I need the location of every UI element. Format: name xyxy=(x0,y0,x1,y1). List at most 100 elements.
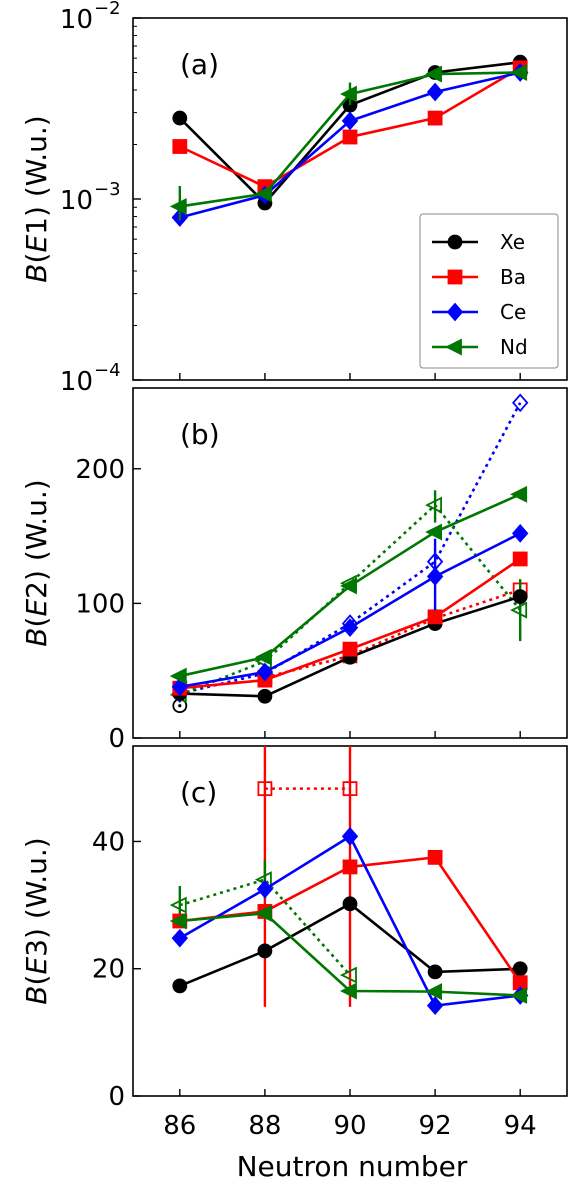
data-point xyxy=(426,996,444,1016)
y-tick-label: 100 xyxy=(75,589,125,619)
series-line xyxy=(179,503,522,697)
data-point xyxy=(426,82,444,102)
series-c007700-dotted xyxy=(169,490,528,704)
data-point xyxy=(339,982,357,1000)
x-tick-label: 90 xyxy=(333,1111,366,1141)
y-tick-label: 40 xyxy=(92,827,125,857)
y-axis-title-part: E xyxy=(20,957,53,975)
panel-label: (c) xyxy=(180,776,217,809)
data-point xyxy=(257,943,273,959)
y-tick-exponent: −4 xyxy=(94,360,121,381)
data-point xyxy=(342,781,358,797)
data-point xyxy=(425,496,442,514)
y-tick-exponent: −3 xyxy=(94,179,121,200)
data-point xyxy=(510,601,528,619)
y-axis-title-part: 2 xyxy=(20,581,53,599)
data-point xyxy=(342,859,358,875)
series-ba xyxy=(172,60,528,195)
legend-marker xyxy=(444,338,462,356)
x-axis-title: Neutron number xyxy=(237,1150,468,1183)
legend-marker xyxy=(446,302,464,322)
data-point xyxy=(512,524,529,543)
y-tick-label: 200 xyxy=(75,455,125,485)
series-line xyxy=(179,402,522,695)
y-axis-title-part: 1 xyxy=(20,217,53,235)
x-tick-label: 92 xyxy=(419,1111,452,1141)
panel-label: (b) xyxy=(180,418,220,451)
series-group xyxy=(169,393,529,714)
panel-b: 0 100 200 B(E2) (W.u.) (b) xyxy=(20,387,568,754)
data-point xyxy=(425,65,442,83)
data-point xyxy=(256,879,274,899)
data-point xyxy=(512,589,528,605)
x-tick-label: 94 xyxy=(504,1111,537,1141)
y-axis-title-part: ) (W.u.) xyxy=(20,837,53,939)
legend-box xyxy=(419,213,559,369)
legend-marker xyxy=(447,234,463,250)
data-point xyxy=(512,393,529,413)
data-point xyxy=(339,85,357,103)
panel-c: 0 20 40 B(E3) (W.u.) (c) xyxy=(20,745,568,1112)
data-point xyxy=(342,129,358,145)
data-point xyxy=(257,688,273,704)
panel-a: 10−210−310 −4B(E1) (W.u.)(a) xyxy=(20,0,568,397)
data-point xyxy=(341,618,359,637)
data-point xyxy=(512,551,528,567)
data-point xyxy=(339,577,357,595)
y-tick-label: 10 xyxy=(60,367,93,397)
data-point xyxy=(341,111,359,131)
legend-entry-ba: Ba xyxy=(432,265,526,289)
series-nd xyxy=(169,904,528,1004)
data-point xyxy=(342,896,358,912)
data-point xyxy=(425,523,442,541)
legend: Xe Ba Ce Nd xyxy=(419,213,559,369)
data-point xyxy=(254,648,272,666)
data-point xyxy=(427,849,443,865)
x-tick-label: 86 xyxy=(163,1111,196,1141)
data-point xyxy=(427,964,443,980)
series-line xyxy=(264,588,521,679)
y-tick-label: 10 xyxy=(60,5,93,35)
y-tick-label: 0 xyxy=(108,724,125,754)
data-point xyxy=(510,64,528,81)
y-tick-label: 0 xyxy=(108,1082,125,1112)
y-axis-title-part: E xyxy=(20,599,53,617)
data-point xyxy=(341,826,359,846)
y-tick-exponent: −2 xyxy=(94,0,121,19)
series-nd xyxy=(169,64,528,221)
y-axis-title-part: ) (W.u.) xyxy=(20,115,53,217)
y-axis-title-part: ( xyxy=(20,617,53,628)
data-point xyxy=(254,904,272,922)
data-point xyxy=(172,978,188,994)
y-axis-title: B(E3) (W.u.) xyxy=(20,837,53,1004)
data-point xyxy=(256,662,274,682)
panel-label: (a) xyxy=(180,48,219,81)
series-line xyxy=(179,878,351,976)
x-axis: Neutron number 86 88 90 92 94 xyxy=(163,1111,536,1183)
legend-label: Ce xyxy=(500,300,526,324)
data-point xyxy=(171,928,188,948)
data-point xyxy=(512,961,528,977)
data-point xyxy=(510,485,528,503)
y-axis-title-part: ( xyxy=(20,253,53,264)
y-axis-title-part: B xyxy=(20,627,53,646)
y-axis-title-part: B xyxy=(20,985,53,1004)
legend-entry-xe: Xe xyxy=(432,230,525,254)
series-group xyxy=(169,746,529,1016)
legend-entry-ce: Ce xyxy=(432,300,526,324)
data-point-dot xyxy=(178,704,182,708)
y-axis-title-part: ) (W.u.) xyxy=(20,479,53,581)
data-point xyxy=(254,185,272,203)
legend-label: Xe xyxy=(500,230,525,254)
y-tick-label: 20 xyxy=(92,955,125,985)
data-point xyxy=(427,609,443,625)
series-xe xyxy=(172,896,528,994)
data-point xyxy=(510,986,528,1004)
data-point xyxy=(425,983,442,1001)
legend-label: Ba xyxy=(500,265,526,289)
data-point xyxy=(169,896,187,914)
x-tick-label: 88 xyxy=(248,1111,281,1141)
data-point xyxy=(426,567,444,586)
series-group xyxy=(169,54,529,227)
